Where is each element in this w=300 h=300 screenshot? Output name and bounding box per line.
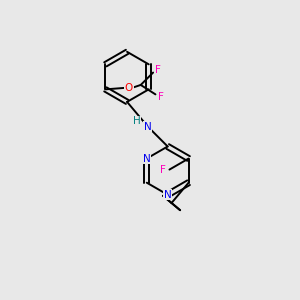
- Text: F: F: [158, 92, 164, 102]
- Text: F: F: [155, 65, 161, 75]
- Text: H: H: [133, 116, 141, 126]
- Text: O: O: [125, 83, 133, 93]
- Text: N: N: [164, 190, 172, 200]
- Text: N: N: [144, 122, 152, 132]
- Text: F: F: [160, 165, 166, 175]
- Text: N: N: [143, 154, 151, 164]
